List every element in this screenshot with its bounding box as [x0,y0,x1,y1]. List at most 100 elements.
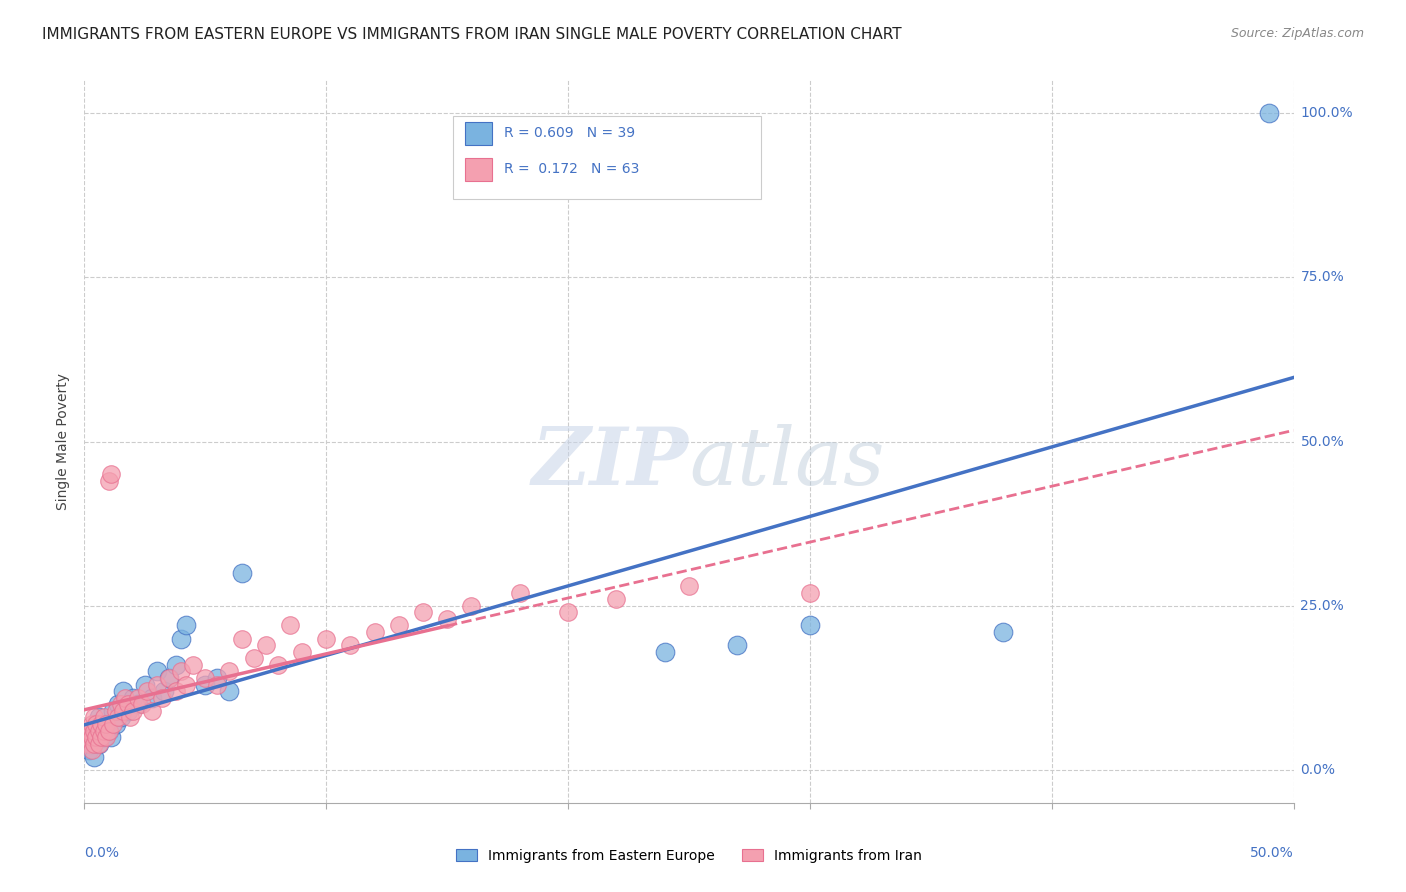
Point [121,690,143,705]
Point [242,651,264,665]
Point [86,717,108,731]
Point [87,710,110,724]
Point [141,704,163,718]
Point [97,723,120,738]
Point [87,723,110,738]
Point [146,677,169,691]
Point [86,730,108,744]
Point [86,730,108,744]
Point [218,684,240,698]
FancyBboxPatch shape [465,158,492,181]
Text: Source: ZipAtlas.com: Source: ZipAtlas.com [1230,27,1364,40]
Point [83,710,105,724]
Point [80,717,103,731]
Point [157,671,180,685]
Point [94,730,117,744]
Point [207,671,229,685]
Point [103,704,125,718]
Point [194,677,217,691]
Point [83,723,105,738]
Legend: Immigrants from Eastern Europe, Immigrants from Iran: Immigrants from Eastern Europe, Immigran… [450,843,928,868]
Point [315,632,337,646]
Point [117,698,139,712]
Text: atlas: atlas [689,425,884,502]
Point [388,618,411,632]
Point [100,467,122,482]
Point [112,684,135,698]
Point [557,605,579,619]
Point [412,605,434,619]
Point [291,645,314,659]
Text: 75.0%: 75.0% [1301,270,1344,285]
Point [77,723,100,738]
Point [97,474,120,488]
Text: R =  0.172   N = 63: R = 0.172 N = 63 [503,162,640,176]
Text: 0.0%: 0.0% [84,847,120,860]
Point [134,677,156,691]
Text: IMMIGRANTS FROM EASTERN EUROPE VS IMMIGRANTS FROM IRAN SINGLE MALE POVERTY CORRE: IMMIGRANTS FROM EASTERN EUROPE VS IMMIGR… [42,27,901,42]
Point [267,657,290,672]
Point [339,638,361,652]
Point [110,698,132,712]
Text: 25.0%: 25.0% [1301,599,1344,613]
Point [90,730,112,744]
Point [104,717,127,731]
Point [97,723,120,738]
Point [993,625,1015,640]
Point [509,585,531,599]
Point [146,665,169,679]
Point [107,698,129,712]
Text: 0.0%: 0.0% [1301,763,1336,777]
Point [94,717,117,731]
Point [120,710,142,724]
Point [104,704,127,718]
Point [170,632,193,646]
Point [174,677,197,691]
Point [136,684,159,698]
Point [93,723,115,738]
Point [80,743,103,757]
Point [1258,106,1281,120]
Point [231,632,253,646]
Point [799,585,821,599]
Point [83,723,105,738]
Point [165,657,187,672]
Text: ZIP: ZIP [531,425,689,502]
FancyBboxPatch shape [465,122,492,145]
Point [207,677,229,691]
Point [436,612,458,626]
Point [170,665,193,679]
Point [131,698,153,712]
Point [141,690,163,705]
Point [103,717,125,731]
Point [112,704,135,718]
Point [460,599,482,613]
Point [157,671,180,685]
Point [93,710,115,724]
Point [94,717,117,731]
Point [117,704,139,718]
Point [100,730,122,744]
Point [165,684,187,698]
Point [121,704,143,718]
Point [76,730,98,744]
Text: 100.0%: 100.0% [1301,106,1353,120]
Point [83,737,105,751]
Point [77,743,100,757]
Text: 50.0%: 50.0% [1250,847,1294,860]
Point [87,737,110,751]
Point [107,710,129,724]
Point [231,566,253,580]
Point [80,730,103,744]
Point [181,657,204,672]
Point [87,737,110,751]
Y-axis label: Single Male Poverty: Single Male Poverty [56,373,70,510]
Point [654,645,676,659]
Point [90,723,112,738]
Point [110,710,132,724]
Point [174,618,197,632]
Text: 50.0%: 50.0% [1301,434,1344,449]
Point [725,638,748,652]
Point [678,579,700,593]
Point [153,684,176,698]
